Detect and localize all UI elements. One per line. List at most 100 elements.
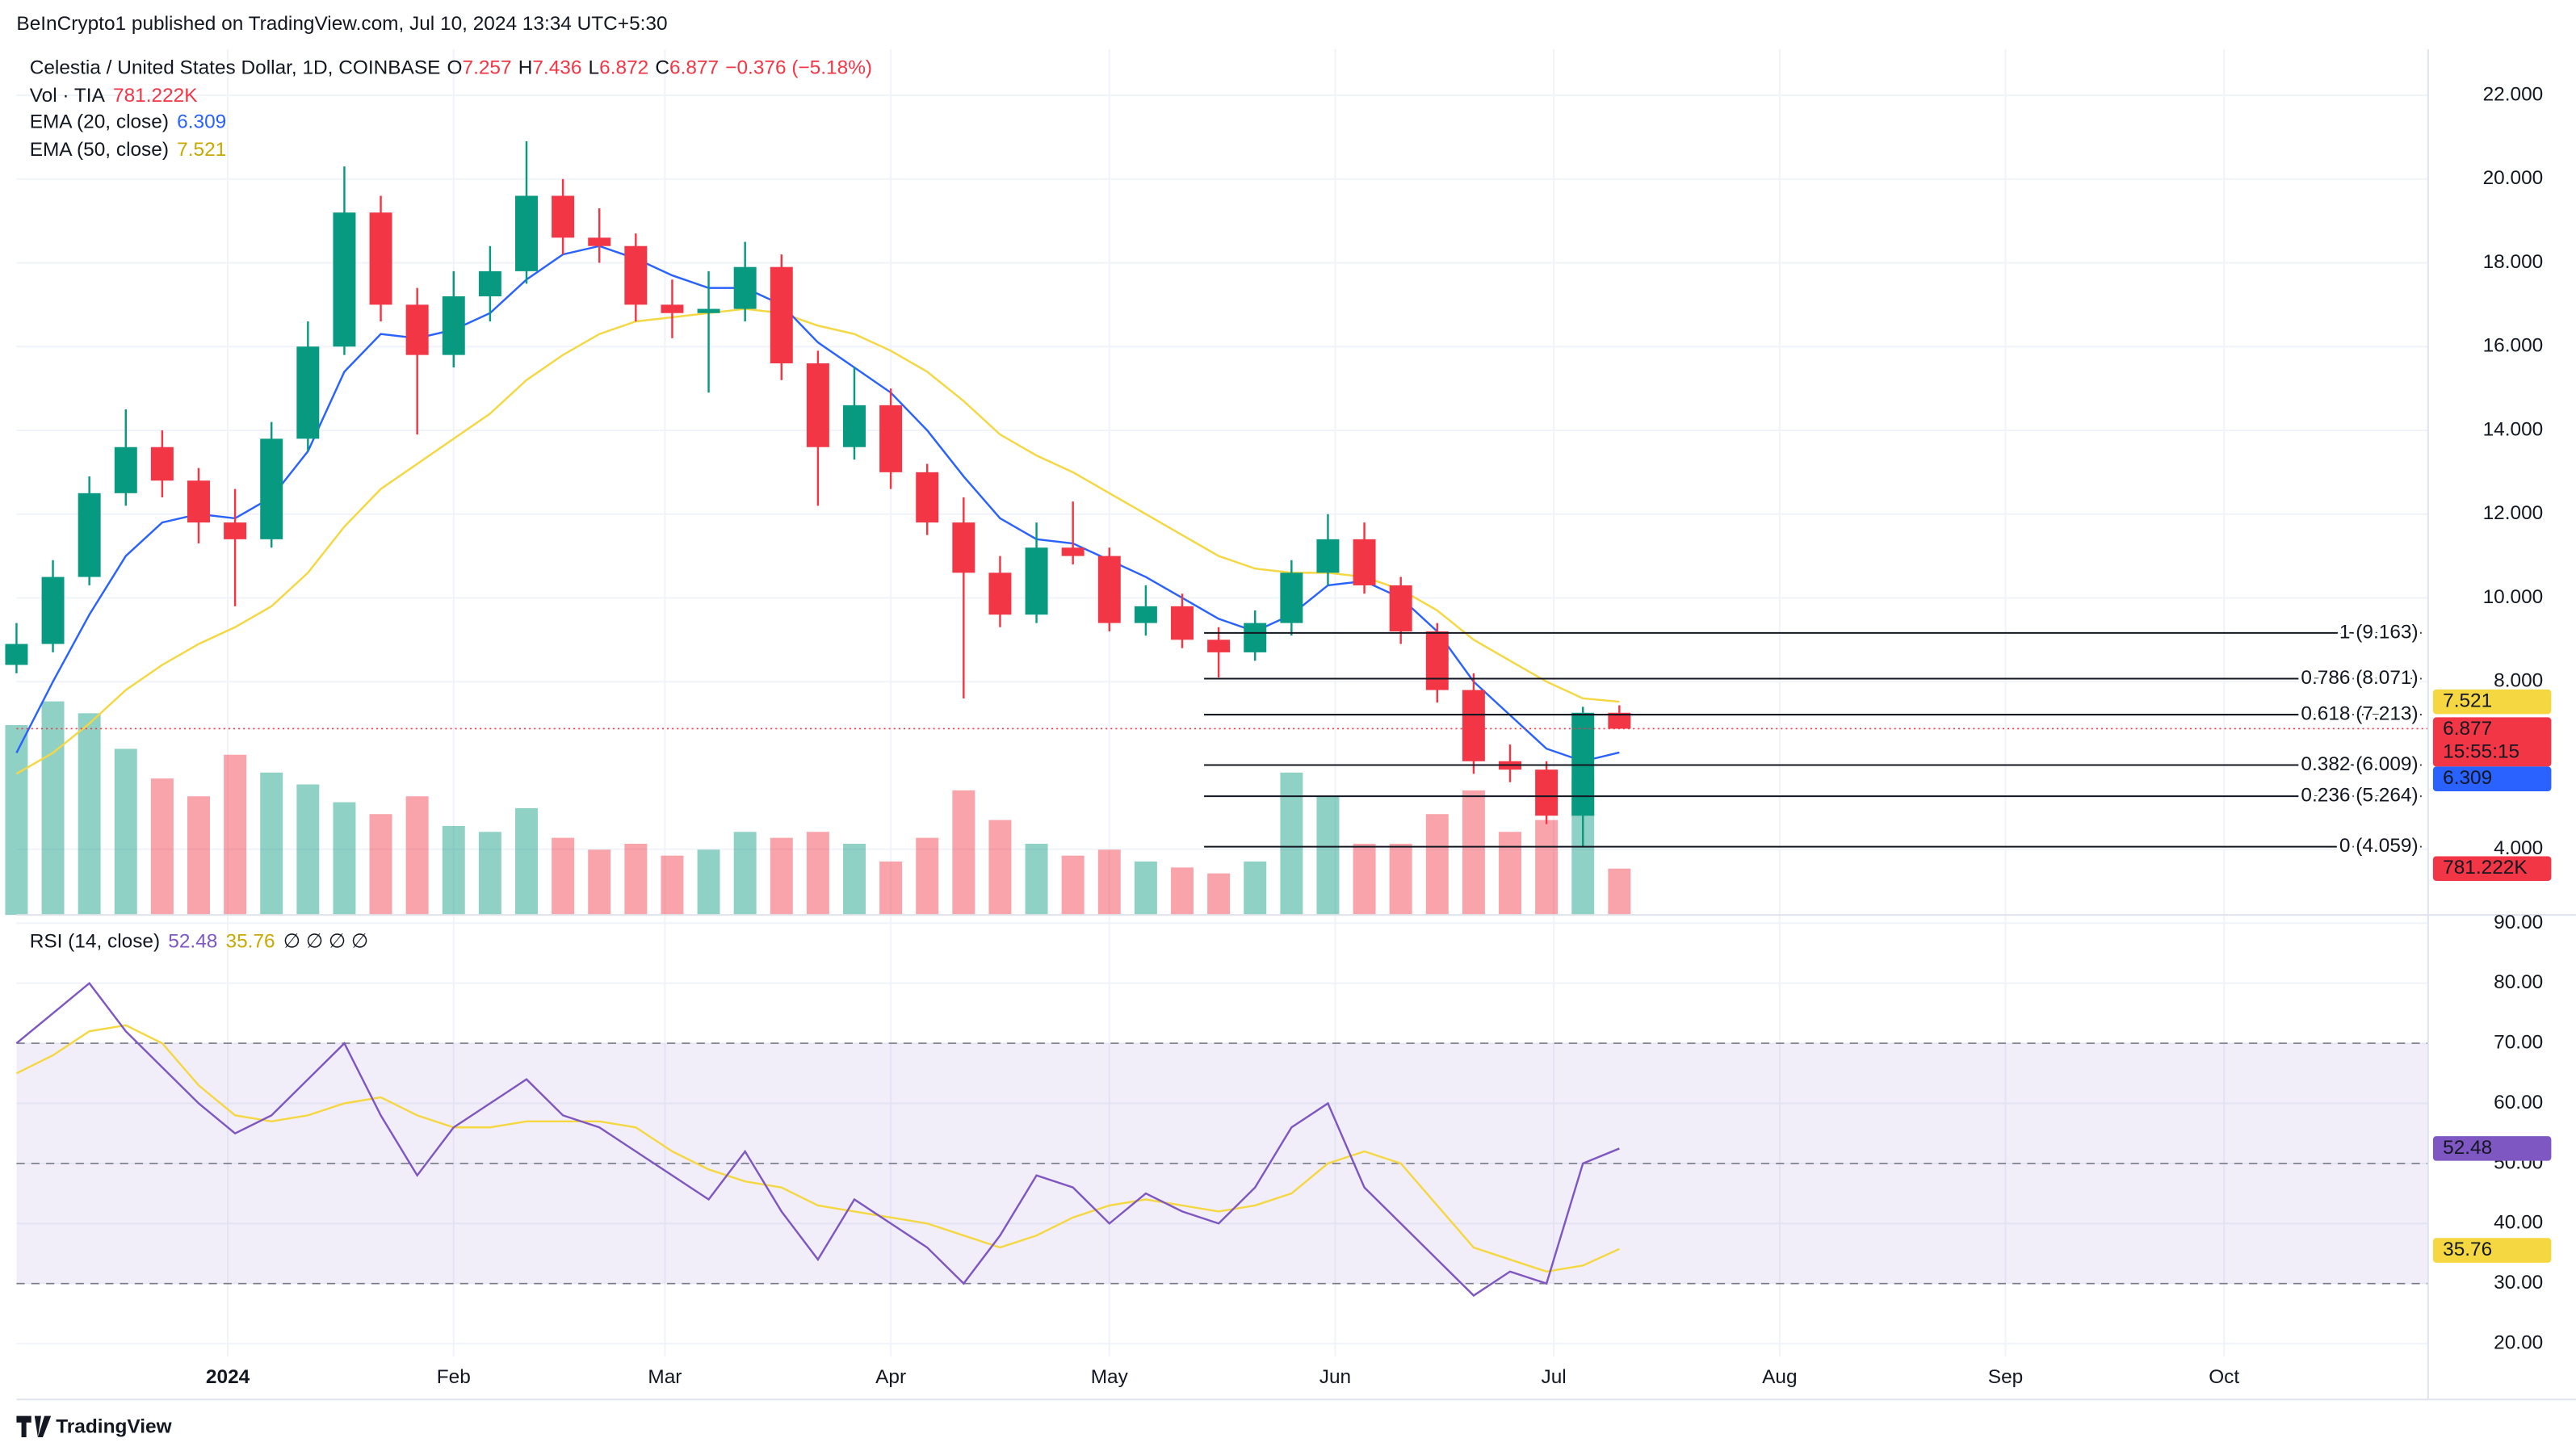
ema20-value: 6.309 — [177, 111, 226, 133]
volume-name: Vol · TIA — [30, 85, 106, 107]
ema50-name: EMA (50, close) — [30, 140, 169, 161]
candle-body — [41, 577, 65, 644]
candle-body — [1316, 539, 1340, 573]
candle-body — [1171, 606, 1194, 640]
candle-body — [114, 447, 137, 493]
volume-bar — [988, 820, 1012, 916]
candle-body — [296, 346, 320, 439]
candle-body — [988, 572, 1012, 615]
candle-body — [733, 266, 757, 309]
ema50-badge: 7.521 — [2443, 690, 2492, 712]
volume-bar — [1025, 843, 1048, 916]
volume-bar — [1280, 772, 1303, 916]
volume-bar — [1171, 867, 1194, 916]
y-tick-label: 16.000 — [2483, 335, 2544, 357]
rsi-ma-badge-bg — [2432, 1238, 2552, 1263]
rsi-tick-label: 30.00 — [2494, 1272, 2543, 1294]
fib-label: 0.382 (6.009) — [2301, 753, 2418, 775]
y-tick-label: 14.000 — [2483, 418, 2544, 440]
close-badge: 6.877 — [2443, 718, 2492, 740]
ohlc-letter: O — [447, 57, 463, 79]
open-value: 7.257 — [463, 57, 512, 79]
ema50-line — [15, 308, 1620, 775]
volume-bar — [1535, 820, 1559, 916]
volume-bar — [1353, 843, 1376, 916]
y-tick-label: 10.000 — [2483, 586, 2544, 608]
volume-bar — [843, 843, 866, 916]
ema20-badge-bg — [2432, 766, 2552, 791]
x-tick-label: Oct — [2209, 1366, 2239, 1388]
brand-logo — [16, 1415, 52, 1438]
legend-row: EMA (50, close) 7.521 — [30, 140, 227, 161]
volume-badge-bg — [2432, 856, 2552, 881]
volume-bar — [41, 701, 65, 916]
rsi-tick-label: 80.00 — [2494, 971, 2543, 993]
volume-bar — [224, 754, 247, 916]
y-tick-label: 4.000 — [2494, 837, 2543, 859]
candle-body — [843, 405, 866, 447]
volume-bar — [879, 862, 903, 916]
high-value: 7.436 — [532, 57, 581, 79]
candle-body — [1425, 631, 1449, 690]
candle-body — [1244, 623, 1267, 652]
volume-bar — [187, 796, 210, 916]
volume-bar — [150, 778, 174, 916]
candle-body — [369, 212, 392, 305]
volume-bar — [5, 725, 28, 916]
close-value: 6.877 — [669, 57, 719, 79]
fib-label: 0.236 (5.264) — [2301, 785, 2418, 807]
rsi-tick-label: 90.00 — [2494, 912, 2543, 933]
candle-body — [1462, 690, 1485, 761]
ema50-value: 7.521 — [177, 140, 226, 161]
x-tick-label: Sep — [1988, 1366, 2023, 1388]
change-value: −0.376 (−5.18%) — [725, 57, 872, 79]
candle-body — [916, 472, 939, 523]
candle-body — [78, 493, 101, 577]
close-badge-bg — [2432, 717, 2552, 767]
volume-bar — [1389, 843, 1412, 916]
candle-body — [478, 270, 501, 296]
volume-bar — [369, 814, 392, 916]
candle-body — [515, 195, 538, 271]
y-tick-label: 22.000 — [2483, 83, 2544, 105]
volume-bar — [515, 807, 538, 916]
volume-bar — [770, 837, 793, 916]
volume-bar — [552, 837, 575, 916]
legend-row: EMA (20, close) 6.309 — [30, 111, 227, 133]
candle-body — [879, 405, 903, 472]
volume-bar — [952, 790, 975, 916]
candle-body — [224, 522, 247, 539]
x-tick-label: Mar — [648, 1366, 682, 1388]
ema50-badge-bg — [2432, 689, 2552, 715]
volume-bar — [733, 832, 757, 916]
rsi-badge-bg — [2432, 1136, 2552, 1161]
candle-body — [661, 304, 684, 313]
volume-badge: 781.222K — [2443, 857, 2528, 878]
rsi-extra: ∅ ∅ ∅ ∅ — [283, 931, 368, 953]
candle-body — [1353, 539, 1376, 585]
rsi-tick-label: 70.00 — [2494, 1032, 2543, 1054]
volume-bar — [260, 772, 283, 916]
volume-bar — [1499, 832, 1521, 916]
rsi-value: 52.48 — [168, 931, 217, 953]
volume-value: 781.222K — [113, 85, 198, 107]
candle-body — [442, 296, 465, 355]
candle-body — [187, 480, 210, 523]
volume-bar — [478, 832, 501, 916]
x-tick-label: Aug — [1762, 1366, 1797, 1388]
volume-bar — [1462, 790, 1485, 916]
candle-body — [588, 237, 611, 246]
y-tick-label: 20.000 — [2483, 167, 2544, 189]
candle-body — [405, 304, 429, 355]
byline: BeInCrypto1 published on TradingView.com… — [16, 13, 667, 35]
volume-bar — [624, 843, 648, 916]
volume-bar — [78, 713, 101, 916]
candle-body — [552, 195, 575, 238]
volume-bar — [333, 802, 356, 916]
rsi-line — [15, 981, 1620, 1298]
candle-body — [1608, 712, 1631, 729]
x-tick-label: 2024 — [206, 1366, 250, 1388]
volume-bar — [296, 784, 320, 916]
volume-bar — [1244, 862, 1267, 916]
